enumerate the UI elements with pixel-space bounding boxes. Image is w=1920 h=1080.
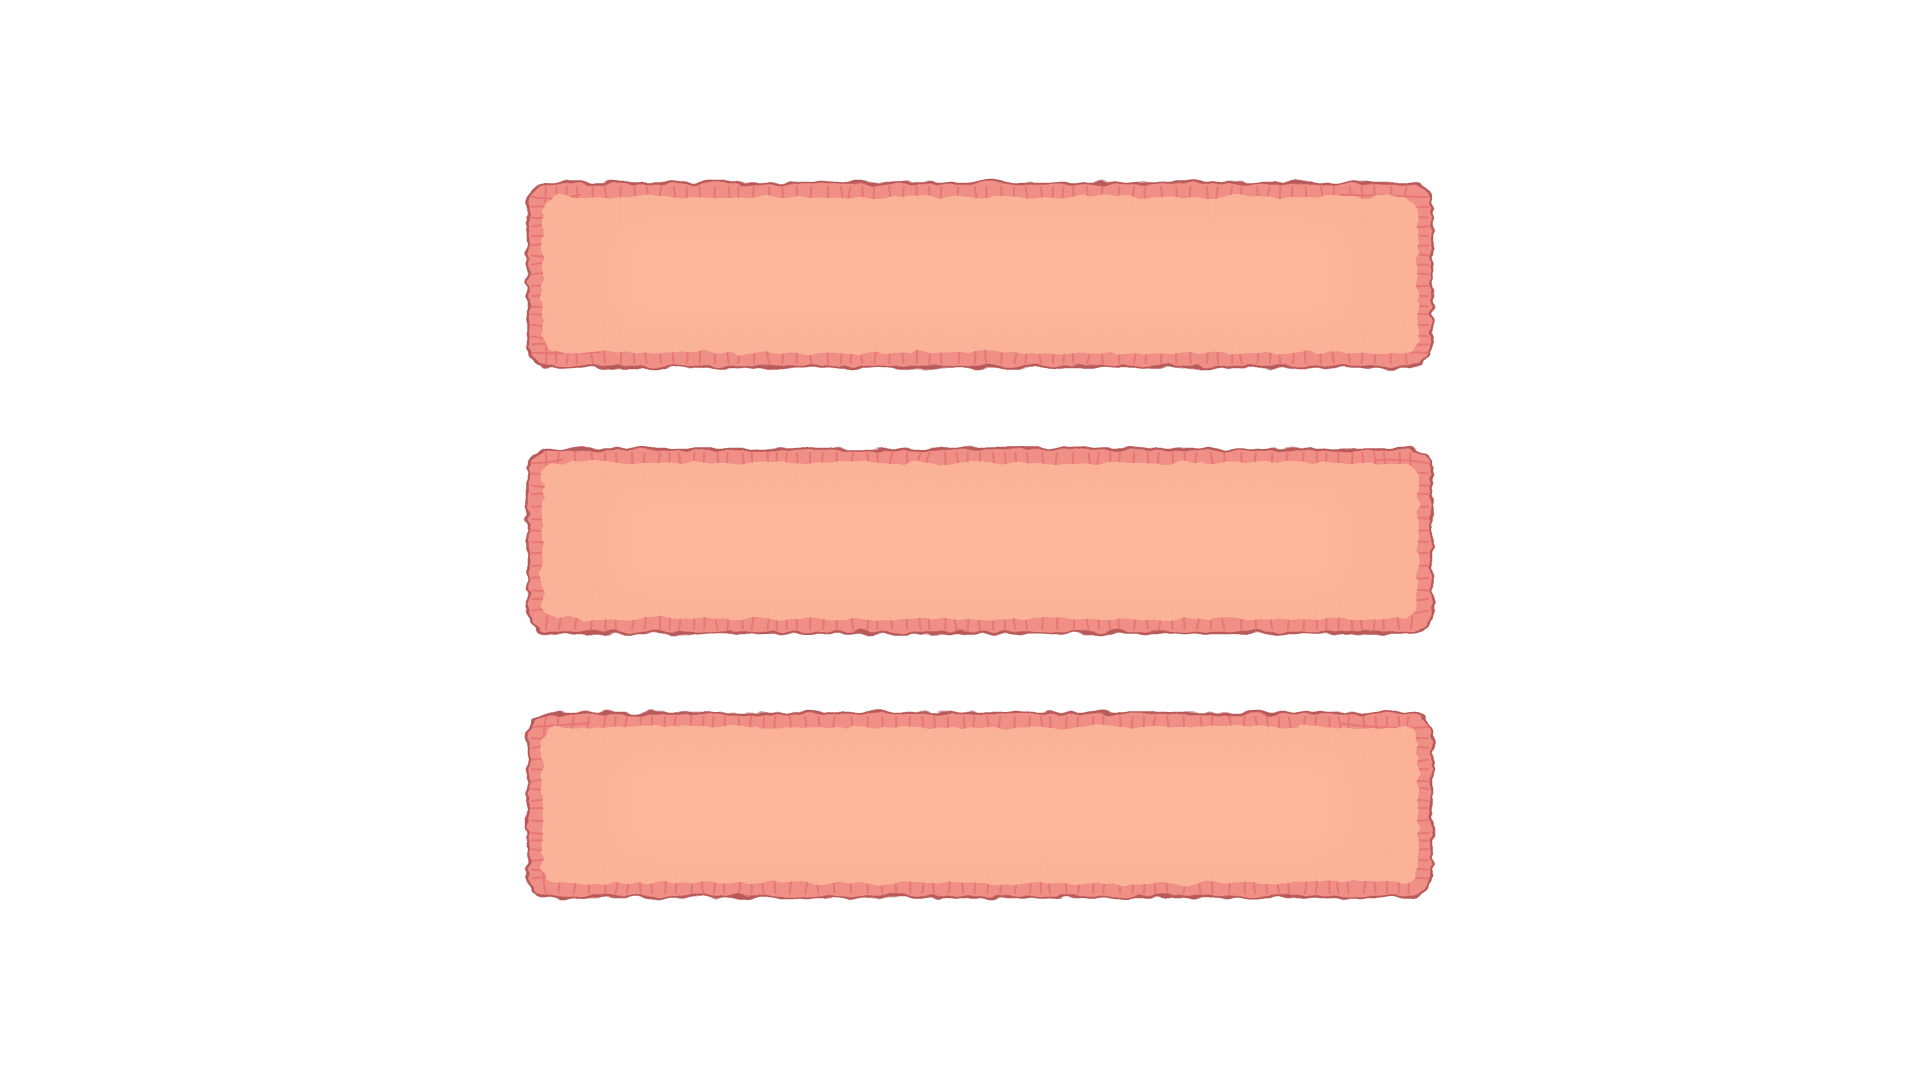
menu-bar [526,181,1434,369]
menu-bar [526,447,1434,635]
menu-bar [526,711,1434,899]
